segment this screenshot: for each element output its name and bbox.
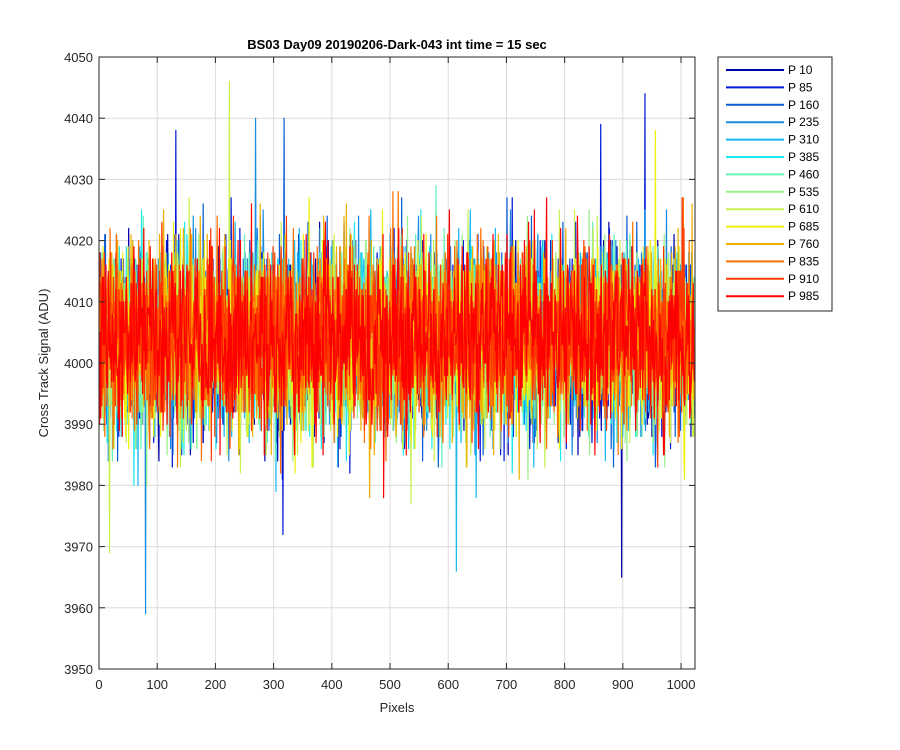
x-tick-label: 800 xyxy=(554,677,576,692)
y-tick-label: 3950 xyxy=(64,662,93,677)
legend-label: P 985 xyxy=(788,289,819,303)
y-tick-label: 3990 xyxy=(64,417,93,432)
x-tick-label: 900 xyxy=(612,677,634,692)
y-axis-label: Cross Track Signal (ADU) xyxy=(36,289,51,438)
legend-label: P 685 xyxy=(788,220,819,234)
y-tick-label: 4050 xyxy=(64,50,93,65)
legend-label: P 385 xyxy=(788,150,819,164)
x-tick-labels: 0 100 200 300 400 500 600 700 800 900 1000 xyxy=(95,677,695,692)
x-tick-label: 1000 xyxy=(667,677,696,692)
x-axis-label: Pixels xyxy=(380,700,415,715)
x-tick-label: 700 xyxy=(496,677,518,692)
legend-box xyxy=(717,56,833,312)
legend-label: P 610 xyxy=(788,202,819,216)
y-tick-labels: 3950 3960 3970 3980 3990 4000 4010 4020 4030 4040… xyxy=(64,50,93,677)
y-tick-label: 3960 xyxy=(64,601,93,616)
x-tick-label: 600 xyxy=(437,677,459,692)
legend-label: P 160 xyxy=(788,98,819,112)
y-tick-label: 3980 xyxy=(64,478,93,493)
x-tick-label: 0 xyxy=(95,677,102,692)
y-tick-label: 4020 xyxy=(64,234,93,249)
x-tick-label: 300 xyxy=(263,677,285,692)
legend-label: P 235 xyxy=(788,115,819,129)
plot-area: 0 100 200 300 400 500 600 700 800 900 1000 3950 396… xyxy=(64,50,696,692)
y-tick-label: 4010 xyxy=(64,295,93,310)
x-tick-label: 100 xyxy=(146,677,168,692)
legend-label: P 910 xyxy=(788,272,819,286)
legend-label: P 85 xyxy=(788,80,813,94)
tick-marks xyxy=(98,56,695,670)
x-tick-label: 200 xyxy=(205,677,227,692)
legend: P 10 P 85 P 160 P 235 P 310 P 385 P 460 P 535 P … xyxy=(717,56,833,312)
y-tick-label: 4040 xyxy=(64,111,93,126)
y-tick-label: 3970 xyxy=(64,540,93,555)
series-line-p-985 xyxy=(99,197,695,499)
legend-label: P 310 xyxy=(788,133,819,147)
legend-label: P 535 xyxy=(788,185,819,199)
legend-label: P 10 xyxy=(788,63,813,77)
legend-label: P 835 xyxy=(788,254,819,268)
legend-label: P 460 xyxy=(788,167,819,181)
y-tick-label: 4000 xyxy=(64,356,93,371)
x-tick-label: 400 xyxy=(321,677,343,692)
y-tick-label: 4030 xyxy=(64,172,93,187)
x-tick-label: 500 xyxy=(379,677,401,692)
series-lines xyxy=(99,80,695,615)
chart-title: BS03 Day09 20190206-Dark-043 int time = … xyxy=(247,37,547,52)
legend-label: P 760 xyxy=(788,237,819,251)
